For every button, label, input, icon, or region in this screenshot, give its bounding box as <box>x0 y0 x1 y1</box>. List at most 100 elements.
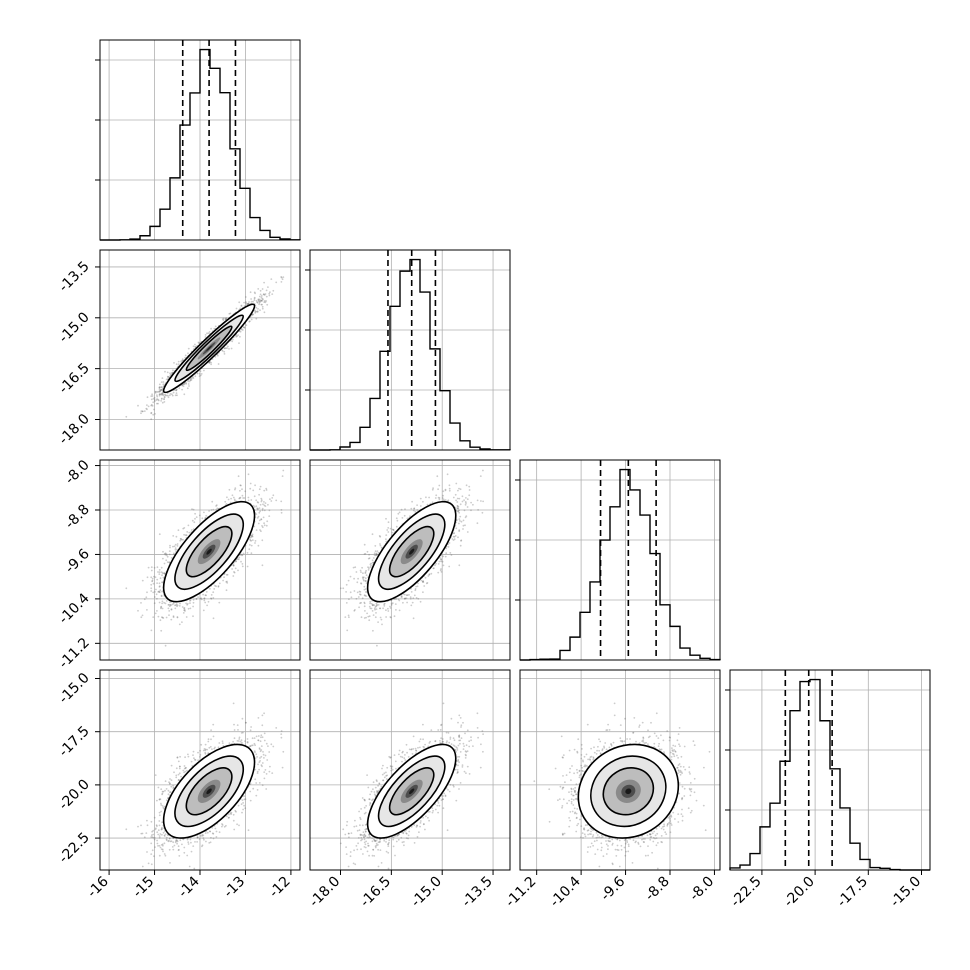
sample-point <box>191 376 194 378</box>
sample-point <box>158 390 161 393</box>
sample-point <box>161 602 164 605</box>
sample-point <box>165 378 168 381</box>
sample-point <box>210 597 212 600</box>
sample-point <box>189 607 192 610</box>
sample-point <box>163 401 166 403</box>
sample-point <box>272 289 275 292</box>
sample-point <box>195 516 198 518</box>
sample-point <box>260 299 263 302</box>
sample-point <box>226 347 228 349</box>
sample-point <box>231 494 234 497</box>
sample-point <box>262 298 264 301</box>
sample-point <box>158 386 161 388</box>
sample-point <box>186 387 189 390</box>
sample-point <box>157 399 160 402</box>
sample-point <box>152 616 155 618</box>
sample-point <box>177 360 180 363</box>
sample-point <box>235 560 238 563</box>
sample-point <box>210 509 213 511</box>
scatter-panel <box>100 250 300 450</box>
sample-point <box>160 389 163 392</box>
sample-point <box>261 288 264 290</box>
histogram-steps <box>310 258 511 451</box>
histogram-steps <box>100 48 301 241</box>
sample-point <box>204 336 207 338</box>
sample-point <box>281 278 284 281</box>
sample-point <box>208 362 211 364</box>
sample-point <box>169 546 171 549</box>
sample-point <box>247 496 250 499</box>
sample-point <box>183 533 186 536</box>
sample-point <box>185 383 188 385</box>
sample-point <box>214 355 217 358</box>
sample-point <box>175 392 178 394</box>
sample-point <box>253 299 256 301</box>
sample-point <box>253 495 256 498</box>
sample-point <box>252 300 255 303</box>
sample-point <box>158 393 161 396</box>
sample-point <box>198 375 201 377</box>
sample-point <box>201 517 204 520</box>
sample-point <box>198 342 201 344</box>
sample-point <box>194 343 196 346</box>
sample-point <box>268 515 271 517</box>
sample-point <box>258 488 261 491</box>
sample-point <box>180 360 183 363</box>
sample-point <box>243 301 246 304</box>
sample-point <box>258 298 261 301</box>
sample-point <box>210 594 213 596</box>
sample-point <box>267 503 269 506</box>
sample-point <box>164 553 167 556</box>
sample-point <box>154 390 157 393</box>
sample-point <box>181 388 184 391</box>
sample-point <box>150 576 153 579</box>
sample-point <box>224 347 227 350</box>
sample-point <box>222 579 225 582</box>
sample-point <box>160 398 163 400</box>
sample-point <box>168 550 171 552</box>
sample-point <box>212 508 215 511</box>
sample-point <box>162 394 165 397</box>
sample-point <box>241 563 244 565</box>
sample-point <box>211 500 214 503</box>
sample-point <box>238 556 241 559</box>
sample-point <box>166 371 169 374</box>
sample-point <box>212 617 215 620</box>
sample-point <box>257 298 260 301</box>
sample-point <box>194 345 197 348</box>
sample-point <box>238 342 240 344</box>
sample-point <box>282 469 285 472</box>
sample-point <box>168 614 170 616</box>
sample-point <box>244 296 247 298</box>
sample-point <box>253 506 256 508</box>
sample-point <box>218 601 221 604</box>
sample-point <box>146 408 148 411</box>
sample-point <box>240 560 242 563</box>
sample-point <box>168 610 171 612</box>
sample-point <box>174 543 177 546</box>
sample-point <box>229 312 232 315</box>
sample-point <box>263 281 265 284</box>
sample-point <box>242 552 245 555</box>
sample-point <box>257 288 260 290</box>
sample-point <box>150 566 153 569</box>
sample-point <box>206 604 209 607</box>
sample-point <box>247 303 249 305</box>
sample-point <box>200 373 203 375</box>
sample-point <box>261 525 263 527</box>
sample-point <box>248 301 250 303</box>
sample-point <box>271 497 274 499</box>
sample-point <box>222 317 225 320</box>
sample-point <box>165 616 168 619</box>
sample-point <box>252 313 255 316</box>
sample-point <box>250 298 253 300</box>
sample-point <box>160 381 163 383</box>
sample-point <box>258 301 261 304</box>
sample-point <box>260 295 263 297</box>
sample-point <box>240 328 243 331</box>
sample-point <box>270 500 273 502</box>
sample-point <box>280 500 283 503</box>
sample-point <box>170 618 173 621</box>
sample-point <box>171 394 174 397</box>
sample-point <box>249 544 251 546</box>
